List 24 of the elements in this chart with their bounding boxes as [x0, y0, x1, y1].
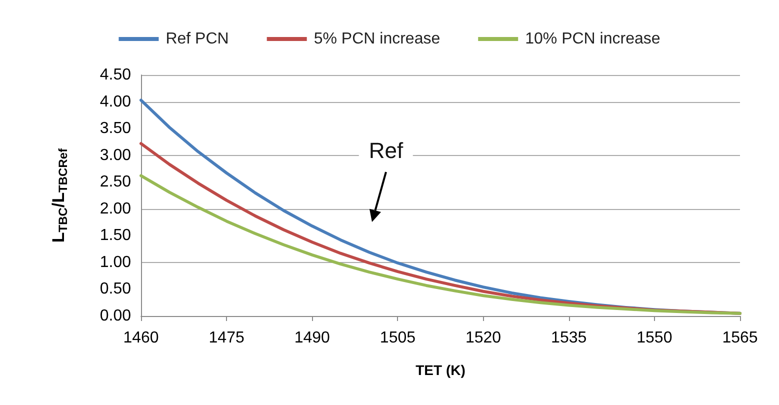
y-tick-label: 4.50	[100, 66, 132, 84]
y-tick-label: 4.00	[100, 93, 132, 110]
y-tick-label: 3.50	[100, 120, 132, 138]
y-axis-title: LTBC/LTBCRef	[49, 147, 70, 243]
x-tick-label: 1535	[551, 330, 587, 346]
annotation: Ref	[358, 136, 414, 166]
y-tick-label: 0.00	[100, 308, 132, 324]
y-tick-label: 2.50	[100, 174, 132, 191]
y-tick-label: 1.50	[100, 227, 132, 244]
x-tick-label: 1550	[636, 330, 672, 346]
legend-label: Ref PCN	[166, 30, 229, 48]
x-tick-label: 1520	[465, 330, 502, 346]
x-axis-title: TET (K)	[416, 362, 466, 378]
x-tick-label: 1505	[380, 330, 416, 346]
x-tick-label: 1475	[208, 330, 244, 346]
y-tick-label: 2.00	[100, 200, 132, 218]
x-tick-label: 1460	[123, 330, 159, 346]
legend-label: 5% PCN increase	[314, 30, 440, 48]
x-tick-label: 1490	[294, 330, 330, 346]
y-tick-label: 1.00	[100, 254, 132, 271]
y-tick-label: 0.50	[100, 280, 132, 298]
legend-label: 10% PCN increase	[525, 30, 660, 48]
x-tick-label: 1565	[722, 330, 758, 346]
y-tick-label: 3.00	[100, 146, 132, 164]
